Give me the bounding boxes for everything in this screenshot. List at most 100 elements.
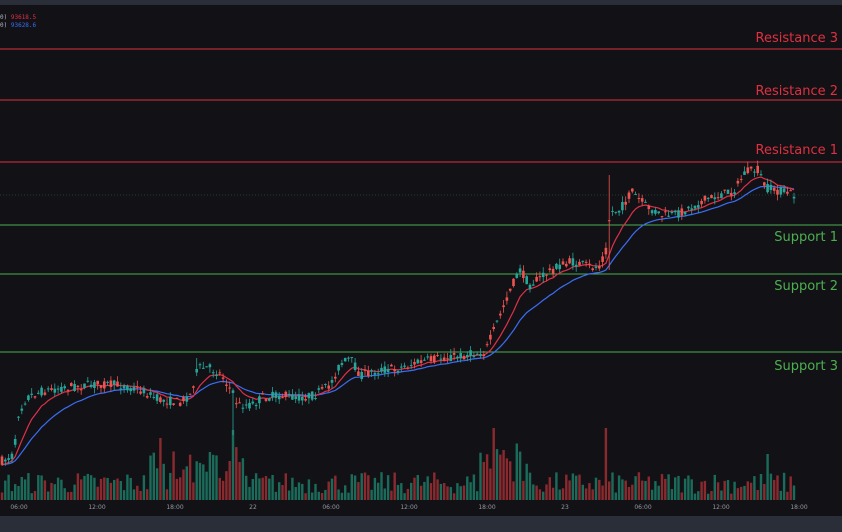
candle-body (436, 355, 439, 357)
candle-body (241, 407, 245, 409)
volume-bar (205, 471, 208, 500)
candle-body (753, 171, 756, 173)
volume-bar (301, 483, 304, 500)
volume-bar (756, 489, 759, 500)
candle-body (710, 195, 713, 199)
volume-bar (40, 475, 43, 500)
candle-body (73, 384, 76, 392)
volume-bar (749, 482, 753, 500)
volume-bar (370, 489, 373, 500)
legend-ema-slow-prefix: 0) (0, 22, 8, 29)
candle-body (413, 361, 416, 365)
candle-body (591, 268, 594, 271)
volume-bar (647, 476, 650, 500)
candle-body (132, 387, 136, 391)
volume-bar (614, 492, 617, 500)
candle-body (446, 358, 449, 360)
candle-body (637, 197, 641, 199)
time-tick-label: 06:00 (322, 504, 339, 511)
volume-bar (33, 491, 37, 500)
candle-body (766, 184, 769, 193)
candle-body (654, 209, 657, 214)
candle-body (673, 210, 677, 213)
candle-body (403, 365, 406, 367)
volume-bar (10, 491, 14, 500)
candle-body (433, 355, 436, 363)
volume-bar (485, 454, 489, 500)
volume-bar (66, 492, 70, 500)
volume-bar (304, 493, 307, 500)
candle-body (505, 297, 509, 301)
candle-body (779, 187, 783, 195)
volume-bar (476, 491, 479, 500)
candle-body (37, 392, 40, 394)
volume-bar (142, 475, 146, 500)
volume-bar (208, 451, 212, 500)
candle-body (162, 399, 165, 402)
volume-bar (80, 479, 83, 500)
candle-body (370, 370, 373, 372)
candle-body (475, 353, 479, 355)
volume-bar (627, 486, 631, 500)
volume-bar (317, 491, 320, 500)
volume-bar (0, 492, 4, 500)
candle-body (343, 357, 347, 362)
candle-body (136, 386, 139, 388)
volume-bar (657, 485, 660, 500)
volume-bar (631, 484, 634, 500)
volume-bar (584, 488, 588, 500)
volume-bar (766, 454, 769, 500)
candle-body (456, 356, 459, 359)
candle-body (759, 174, 763, 176)
candle-body (192, 386, 195, 388)
candle-body (284, 391, 288, 397)
volume-bar (439, 483, 443, 500)
volume-bar (50, 482, 53, 500)
volume-bar (27, 473, 30, 500)
volume-bar (195, 461, 198, 500)
volume-bar (650, 489, 654, 500)
volume-bar (670, 489, 674, 500)
time-tick-label: 18:00 (790, 504, 807, 511)
volume-bar (113, 479, 116, 500)
candle-body (211, 372, 215, 374)
candle-body (56, 388, 60, 390)
volume-bar (740, 486, 743, 500)
volume-bar (604, 428, 608, 500)
candle-body (423, 359, 426, 361)
volume-bar (413, 477, 416, 500)
candle-body (621, 202, 624, 211)
volume-bar (7, 474, 10, 500)
candle-body (472, 355, 476, 357)
volume-bar (452, 493, 456, 500)
volume-bar (532, 484, 535, 500)
candle-body (7, 458, 10, 460)
time-tick-label: 18:00 (478, 504, 495, 511)
volume-bar (146, 489, 149, 500)
volume-bar (116, 478, 119, 500)
volume-bar (575, 475, 578, 500)
volume-bar (644, 480, 647, 500)
volume-bar (677, 475, 680, 500)
volume-bar (221, 480, 225, 500)
volume-bar (83, 475, 86, 500)
top-toolbar (0, 0, 842, 5)
volume-bar (396, 484, 400, 500)
volume-bar (683, 478, 687, 500)
volume-bar (103, 477, 106, 500)
candle-body (53, 388, 57, 393)
volume-bar (436, 479, 439, 500)
volume-bar (505, 458, 509, 500)
volume-bar (469, 482, 472, 500)
volume-bar (314, 483, 317, 500)
volume-bar (119, 481, 122, 500)
candle-body (142, 388, 146, 394)
candle-body (631, 188, 634, 192)
candle-body (419, 360, 423, 363)
candle-body (670, 211, 674, 213)
candle-body (277, 395, 281, 400)
candle-body (205, 366, 208, 368)
candle-body (182, 396, 185, 402)
